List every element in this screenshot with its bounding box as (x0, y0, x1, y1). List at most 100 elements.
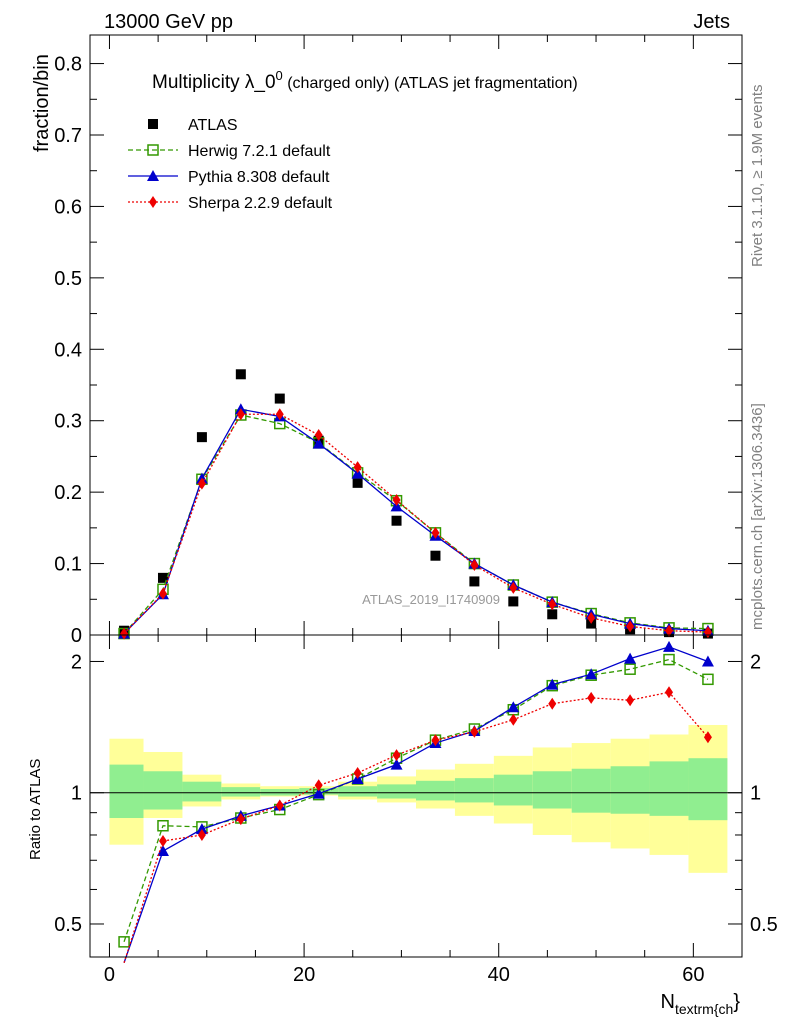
x-axis-title: Ntextrm{ch} (661, 991, 741, 1017)
series-line-pythia-8-308-default (123, 408, 708, 635)
ratio-panel-ticks: 0 20 40 60 0.5 0.5 1 1 2 2 (54, 635, 778, 986)
chart-title-tail: (charged only) (ATLAS jet fragmentation) (283, 75, 578, 92)
y-tick-label: 0.3 (54, 411, 82, 433)
data-point-sherpa-2-2-9-default (275, 408, 284, 421)
ratio-point-pythia-8-308-default (663, 640, 676, 652)
rivet-version-label: Rivet 3.1.10, ≥ 1.9M events (749, 85, 766, 268)
ratio-point-sherpa-2-2-9-default (353, 766, 362, 779)
data-point-sherpa-2-2-9-default (353, 461, 362, 474)
header-left: 13000 GeV pp (104, 11, 233, 33)
ratio-point-herwig-7-2-1-default (663, 653, 675, 666)
y-tick-label: 0.2 (54, 482, 82, 504)
ratio-point-sherpa-2-2-9-default (587, 691, 596, 704)
ratio-panel-frame (89, 634, 743, 958)
main-panel: 0 0.1 0.2 0.3 0.4 0.5 0.6 0.7 0.8 Multiplicity λ… (54, 34, 743, 647)
y-tick-label: 0.5 (54, 268, 82, 290)
data-point-sherpa-2-2-9-default (470, 559, 479, 571)
data-point-sherpa-2-2-9-default (626, 620, 635, 633)
legend-marker-sherpa-2-2-9-default (149, 196, 157, 208)
ratio-band-inner (571, 768, 611, 813)
ratio-point-sherpa-2-2-9-default (470, 725, 479, 738)
ratio-point-pythia-8-308-default (390, 758, 403, 770)
data-point-sherpa-2-2-9-default (587, 611, 596, 624)
legend-marker-atlas (148, 119, 158, 129)
legend-entry-herwig-7-2-1-default: Herwig 7.2.1 default (128, 143, 331, 160)
data-point-atlas (352, 477, 363, 488)
analysis-id-label: ATLAS_2019_I1740909 (362, 592, 500, 607)
ratio-band-inner (377, 784, 416, 799)
y-tick-label-right: 0.5 (750, 914, 778, 936)
x-tick-label: 20 (293, 964, 315, 986)
legend-label-herwig-7-2-1-default: Herwig 7.2.1 default (188, 143, 331, 160)
ratio-point-herwig-7-2-1-default (118, 936, 130, 948)
legend-entry-pythia-8-308-default: Pythia 8.308 default (128, 169, 330, 186)
ratio-point-sherpa-2-2-9-default (703, 731, 712, 744)
mcplots-label: mcplots.cern.ch [arXiv:1306.3436] (749, 403, 766, 630)
ratio-line-herwig-7-2-1-default (123, 658, 709, 943)
data-point-atlas (235, 369, 246, 380)
ratio-point-sherpa-2-2-9-default (626, 694, 635, 707)
y-tick-label: 0.1 (54, 554, 82, 576)
data-point-atlas (274, 393, 285, 404)
ratio-point-sherpa-2-2-9-default (431, 734, 440, 747)
data-point-sherpa-2-2-9-default (197, 477, 206, 490)
ratio-point-sherpa-2-2-9-default (275, 799, 284, 812)
legend-entry-sherpa-2-2-9-default: Sherpa 2.2.9 default (128, 195, 333, 212)
ratio-band-inner (221, 787, 261, 797)
ratio-band-inner (143, 771, 183, 810)
ratio-point-pythia-8-308-default (312, 787, 325, 799)
ratio-point-pythia-8-308-default (624, 652, 637, 664)
y-axis-title-top: fraction/bin (31, 54, 53, 152)
main-panel-ticks: 0 0.1 0.2 0.3 0.4 0.5 0.6 0.7 0.8 (54, 35, 742, 647)
ratio-band-inner (532, 771, 572, 809)
legend-marker-herwig-7-2-1-default (147, 144, 159, 156)
ratio-point-sherpa-2-2-9-default (392, 749, 401, 762)
ratio-band-inner (454, 778, 494, 803)
chart-title: Multiplicity λ_00 (charged only) (ATLAS … (152, 68, 578, 93)
y-tick-label: 0.5 (54, 914, 82, 936)
x-axis-title-end: } (733, 991, 740, 1013)
data-point-atlas (508, 596, 519, 607)
legend-label-pythia-8-308-default: Pythia 8.308 default (188, 169, 330, 186)
data-point-atlas (547, 609, 558, 620)
data-point-sherpa-2-2-9-default (120, 627, 129, 640)
ratio-point-sherpa-2-2-9-default (509, 713, 518, 726)
ratio-point-pythia-8-308-default (546, 678, 559, 690)
data-point-sherpa-2-2-9-default (314, 429, 323, 441)
ratio-band-inner (688, 758, 728, 821)
ratio-point-sherpa-2-2-9-default (665, 686, 674, 699)
y-tick-label: 0.6 (54, 196, 82, 218)
ratio-point-sherpa-2-2-9-default (236, 813, 245, 826)
ratio-point-pythia-8-308-default (156, 845, 169, 857)
legend-label-sherpa-2-2-9-default: Sherpa 2.2.9 default (188, 195, 333, 212)
data-point-sherpa-2-2-9-default (158, 587, 167, 600)
data-point-sherpa-2-2-9-default (665, 624, 674, 637)
y-tick-label: 0.7 (54, 125, 82, 147)
x-tick-label: 0 (104, 964, 115, 986)
legend-entry-atlas: ATLAS (148, 117, 238, 134)
data-point-sherpa-2-2-9-default (236, 408, 245, 421)
ratio-point-sherpa-2-2-9-default (548, 697, 557, 710)
header-right: Jets (693, 11, 730, 33)
y-tick-label: 0.4 (54, 339, 82, 361)
series-line-herwig-7-2-1-default (123, 414, 708, 635)
data-point-sherpa-2-2-9-default (509, 581, 518, 594)
data-point-atlas (430, 550, 441, 561)
main-panel-series (118, 369, 714, 640)
ratio-band-inner (109, 764, 144, 819)
x-axis-title-sub: textrm{ch (675, 1001, 733, 1017)
series-line-sherpa-2-2-9-default (123, 413, 708, 635)
data-point-sherpa-2-2-9-default (548, 598, 557, 611)
ratio-point-pythia-8-308-default (195, 823, 208, 835)
x-tick-label: 40 (488, 964, 510, 986)
ratio-point-sherpa-2-2-9-default (158, 834, 167, 847)
y-axis-title-bottom: Ratio to ATLAS (27, 759, 44, 860)
x-tick-label: 60 (682, 964, 704, 986)
y-tick-label-right: 1 (750, 783, 761, 805)
ratio-band-inner (493, 774, 533, 806)
ratio-band-inner (182, 781, 222, 802)
y-tick-label: 1 (71, 783, 82, 805)
data-point-atlas (391, 515, 402, 526)
ratio-line-pythia-8-308-default (123, 646, 709, 963)
